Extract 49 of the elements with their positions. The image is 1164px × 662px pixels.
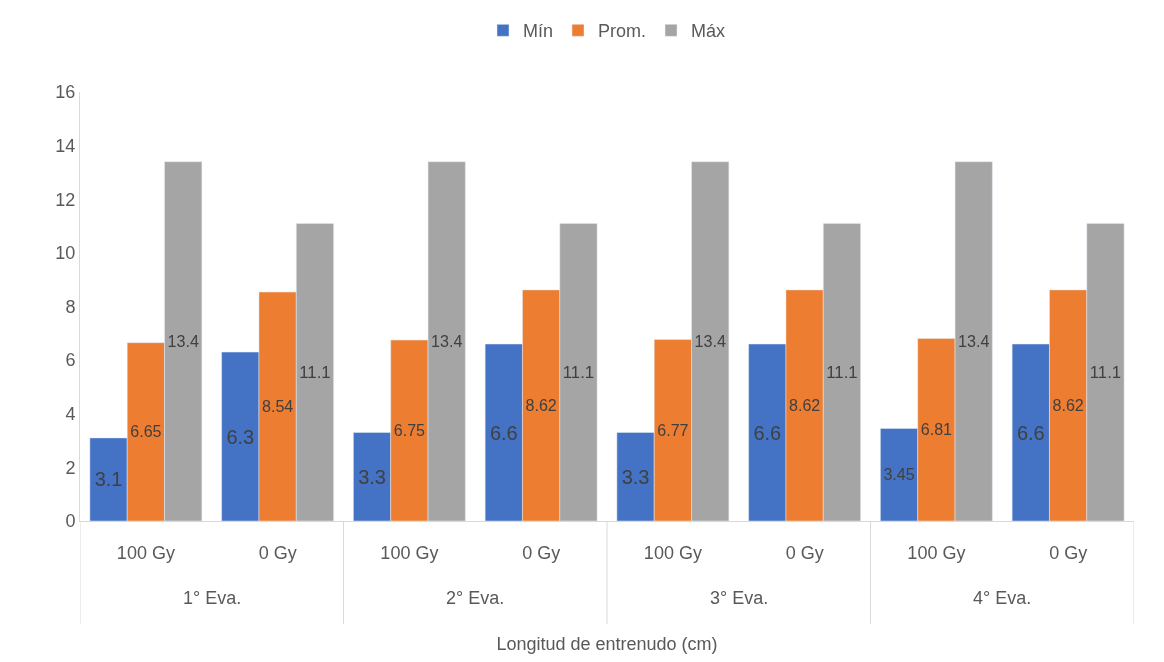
y-tick-label: 2 xyxy=(65,457,76,478)
text: 3° Eva. xyxy=(710,588,769,608)
data-label: 3.3 xyxy=(621,465,650,488)
data-label: 11.1 xyxy=(299,363,331,383)
y-tick-label: 0 xyxy=(65,511,76,532)
y-tick-label: 10 xyxy=(55,243,76,264)
y-tick-label: 16 xyxy=(55,82,76,103)
y-tick-label: 6 xyxy=(65,350,76,371)
data-label: 3.45 xyxy=(883,465,915,484)
y-tick-label: 14 xyxy=(55,135,76,156)
y-tick-label: 12 xyxy=(55,189,76,210)
data-label: 6.6 xyxy=(1016,421,1045,444)
x-tick-label: 0 Gy xyxy=(785,542,824,563)
data-label: 8.62 xyxy=(525,396,557,415)
data-label: 8.62 xyxy=(1052,396,1084,415)
legend-label: Máx xyxy=(691,21,726,42)
data-label: 13.4 xyxy=(431,331,463,350)
data-label: 11.1 xyxy=(562,363,595,383)
data-label: 6.6 xyxy=(489,421,518,444)
x-tick-label: 100 Gy xyxy=(380,542,439,563)
y-tick-label: 8 xyxy=(65,296,76,317)
x-tick-label: 100 Gy xyxy=(116,542,175,563)
data-label: 6.77 xyxy=(657,420,689,439)
legend-label: Mín xyxy=(523,21,554,42)
data-label: 3.1 xyxy=(94,468,123,491)
x-tick-label: 0 Gy xyxy=(522,542,561,563)
text: 1° Eva. xyxy=(183,588,242,608)
data-label: 6.6 xyxy=(753,421,782,444)
x-tick-label: 100 Gy xyxy=(643,542,702,563)
x-tick-label: 0 Gy xyxy=(1049,542,1088,563)
y-tick-label: 4 xyxy=(65,404,76,425)
data-label: 6.3 xyxy=(226,425,255,448)
data-label: 6.81 xyxy=(920,420,953,439)
data-label: 3.3 xyxy=(358,465,386,488)
text: 4° Eva. xyxy=(973,588,1032,608)
x-tick-label: 100 Gy xyxy=(907,542,966,563)
legend-label: Prom. xyxy=(598,21,647,42)
data-label: 11.1 xyxy=(826,363,858,383)
data-label: 13.4 xyxy=(167,331,199,350)
data-label: 6.75 xyxy=(393,421,426,440)
data-label: 13.4 xyxy=(694,331,726,350)
text: 2° Eva. xyxy=(446,588,505,608)
data-label: 11.1 xyxy=(1089,363,1122,383)
data-label: 6.65 xyxy=(130,422,162,441)
data-label: 13.4 xyxy=(958,331,990,350)
x-tick-label: 0 Gy xyxy=(258,542,297,563)
data-label: 8.62 xyxy=(788,396,821,415)
data-label: 8.54 xyxy=(261,397,294,416)
x-axis-title: Longitud de entrenudo (cm) xyxy=(496,633,718,654)
